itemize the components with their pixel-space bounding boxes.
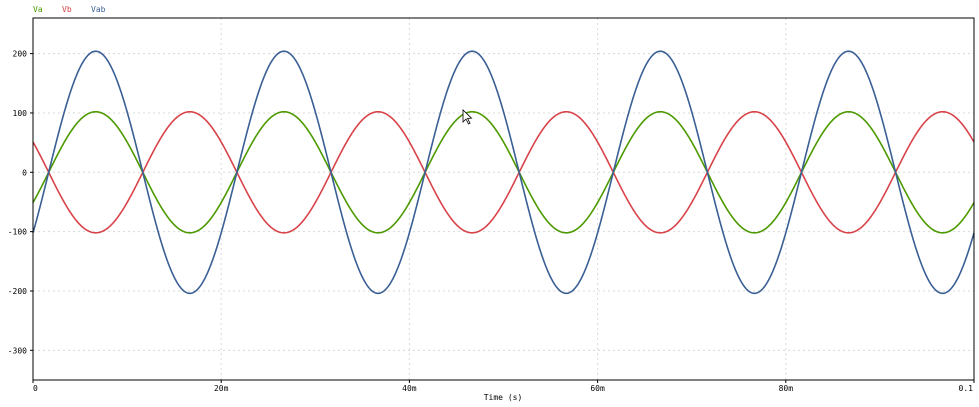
series-group [32,50,975,295]
series-line-vab [32,50,975,295]
legend-entry-va[interactable]: Va [33,5,43,14]
x-axis-label: Time (s) [484,393,523,402]
x-tick-label: 0.1 [959,384,974,393]
y-tick-label: -100 [8,228,27,237]
series-line-vb [32,110,975,234]
y-tick-label: -300 [8,346,27,355]
y-tick-label: 200 [13,50,28,59]
grid [33,18,974,380]
series-line-va [32,110,975,234]
mouse-cursor-icon [462,109,473,125]
y-tick-label: 0 [22,168,27,177]
x-tick-label: 40m [402,384,417,393]
legend-entry-vb[interactable]: Vb [62,5,72,14]
y-axis-ticks: 200 100 0 -100 -200 -300 [8,50,33,355]
plot-frame [32,17,975,381]
x-tick-label: 20m [214,384,229,393]
legend: Va Vb Vab [33,5,106,14]
x-tick-label: 0 [33,384,38,393]
y-tick-label: 100 [13,109,28,118]
x-axis-ticks: 0 20m 40m 60m 80m 0.1 [32,380,975,393]
x-tick-label: 80m [779,384,794,393]
x-tick-label: 60m [590,384,605,393]
y-tick-label: -200 [8,287,27,296]
legend-entry-vab[interactable]: Vab [91,5,106,14]
